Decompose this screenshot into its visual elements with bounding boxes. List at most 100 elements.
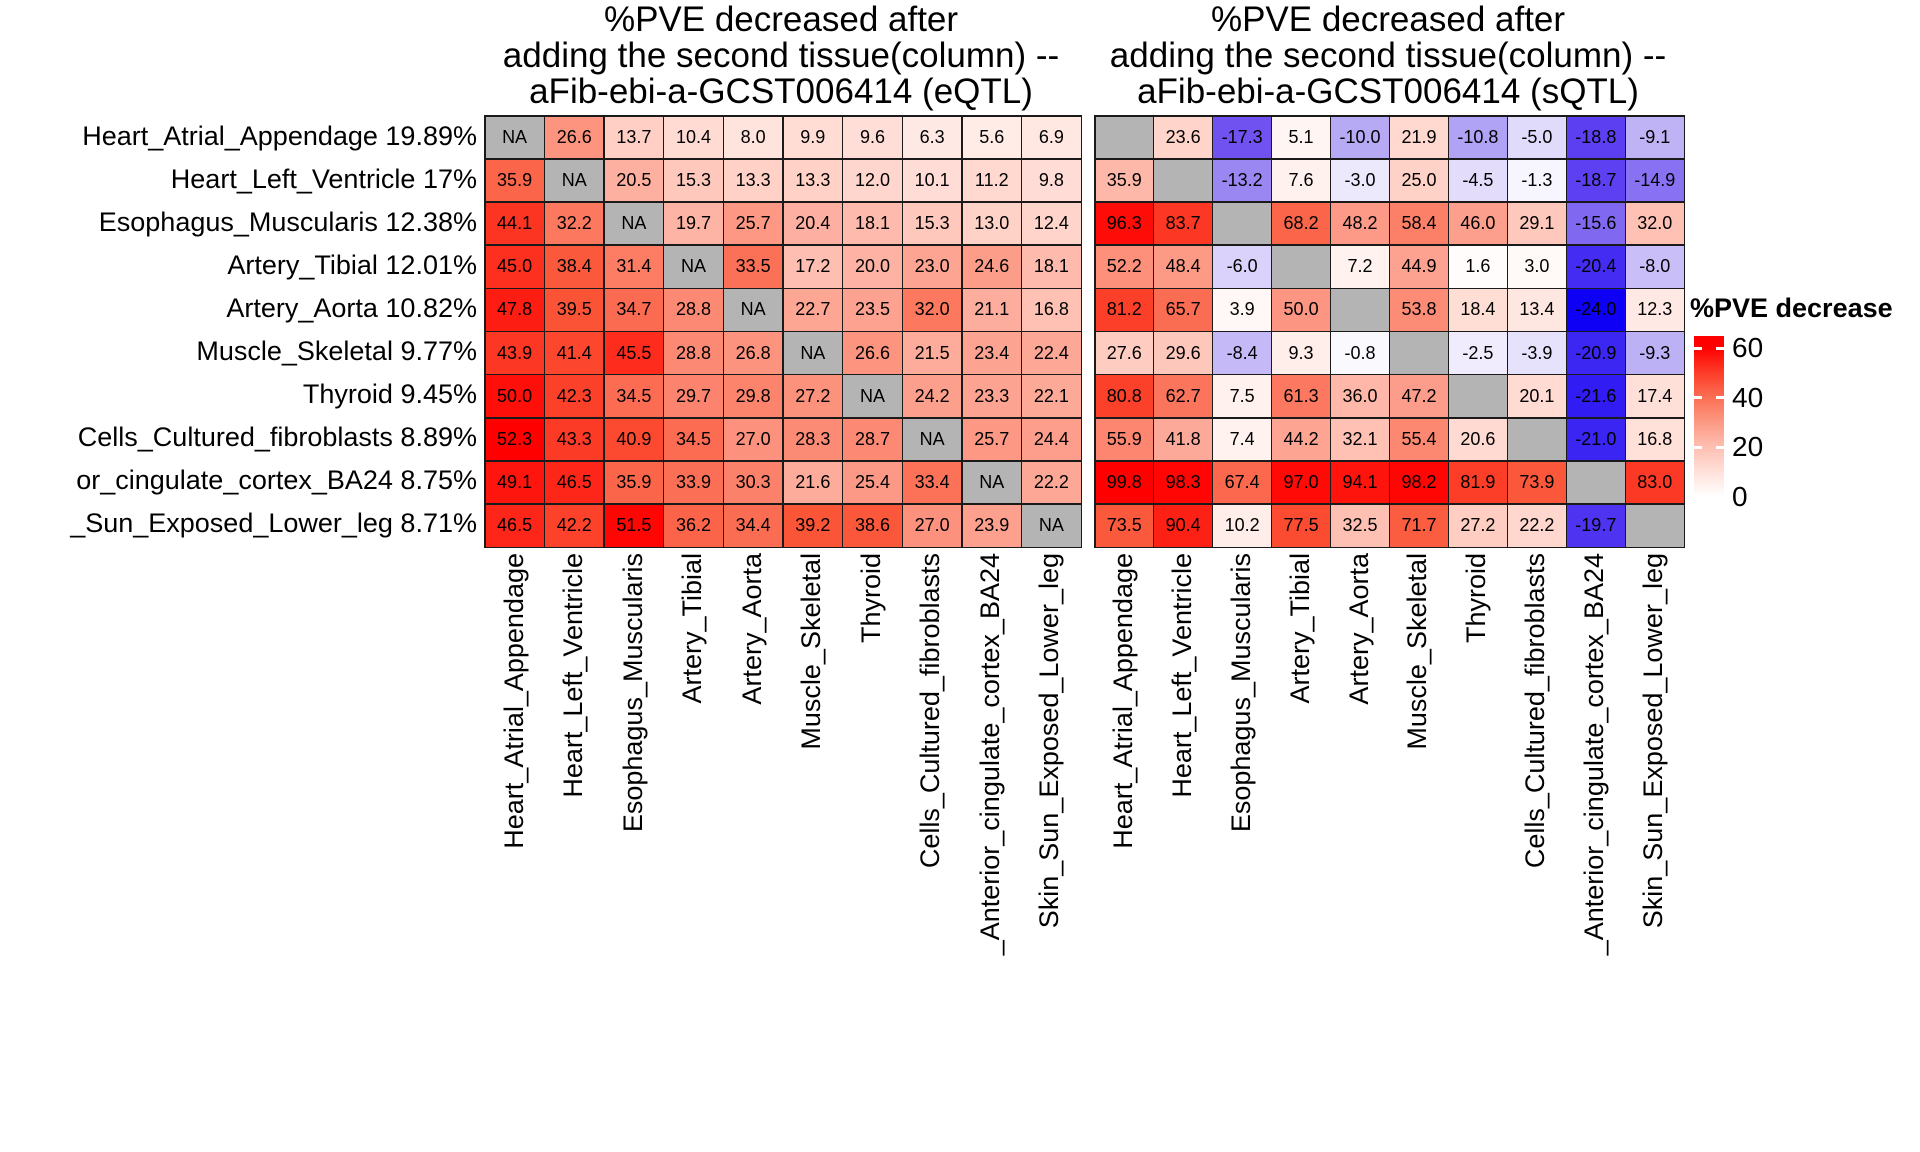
heatmap-cell: NA [545, 159, 604, 202]
heatmap-cell: 7.4 [1213, 418, 1271, 461]
heatmap-cell: 38.6 [843, 504, 902, 547]
row-label: Heart_Left_Ventricle 17% [170, 164, 477, 194]
heatmap-cell: 65.7 [1154, 289, 1212, 331]
column-label: Artery_Aorta [1343, 553, 1374, 705]
heatmap-cell: 39.5 [545, 289, 604, 331]
legend-tick-mark [1694, 346, 1702, 350]
heatmap-cell: 51.5 [604, 504, 663, 547]
heatmap-cell: 67.4 [1213, 461, 1271, 504]
heatmap-cell: -18.7 [1567, 159, 1625, 202]
heatmap-cell: -8.4 [1213, 332, 1271, 374]
heatmap-cell [1508, 418, 1566, 461]
heatmap-cell [1626, 504, 1684, 547]
legend-tick-label: 40 [1732, 381, 1764, 413]
heatmap-cell: 13.4 [1508, 289, 1566, 331]
heatmap-cell: 43.3 [545, 418, 604, 461]
row-label: Artery_Aorta 10.82% [226, 293, 477, 323]
heatmap-cell [1154, 159, 1212, 202]
row-label: or_cingulate_cortex_BA24 8.75% [76, 465, 477, 495]
column-label: Skin_Sun_Exposed_Lower_leg [1034, 553, 1065, 929]
heatmap-cell: 9.6 [843, 116, 902, 159]
heatmap-cell: -24.0 [1567, 289, 1625, 331]
heatmap-cell: 58.4 [1390, 202, 1448, 245]
heatmap-cell: 28.8 [664, 332, 723, 374]
heatmap-cell: 1.6 [1449, 245, 1507, 288]
heatmap-cell: 48.2 [1331, 202, 1389, 245]
column-label: Heart_Atrial_Appendage [498, 553, 529, 849]
heatmap-cell: 40.9 [604, 418, 663, 461]
heatmap-cell: 36.0 [1331, 375, 1389, 418]
heatmap-cell [1213, 202, 1271, 245]
heatmap-cell: 49.1 [485, 461, 544, 504]
heatmap-cell: NA [664, 245, 723, 288]
heatmap-cell: 24.2 [903, 375, 962, 418]
heatmap-cell: 23.9 [962, 504, 1021, 547]
heatmap-cell: 46.5 [545, 461, 604, 504]
heatmap-cell: 22.2 [1508, 504, 1566, 547]
column-label: Artery_Aorta [736, 553, 767, 705]
legend-tick-label: 60 [1732, 332, 1764, 363]
heatmap-sqtl: 23.6 -17.3 5.1 -10.0 21.9 -10.8 -5.0 -18.8 -9.1 3… [1094, 115, 1685, 548]
heatmap-cell: 29.6 [1154, 332, 1212, 374]
heatmap-cell: 32.0 [903, 289, 962, 331]
heatmap-cell: 28.7 [843, 418, 902, 461]
heatmap-cell: 3.0 [1508, 245, 1566, 288]
heatmap-cell: 23.3 [962, 375, 1021, 418]
heatmap-cell: 77.5 [1272, 504, 1330, 547]
heatmap-cell: 25.4 [843, 461, 902, 504]
heatmap-cell: 61.3 [1272, 375, 1330, 418]
heatmap-cell: 10.2 [1213, 504, 1271, 547]
heatmap-cell: 12.0 [843, 159, 902, 202]
sqtl-title-line: adding the second tissue(column) -- [1109, 36, 1667, 75]
heatmap-cell: 97.0 [1272, 461, 1330, 504]
heatmap-cell: 27.0 [724, 418, 783, 461]
heatmap-cell: 46.0 [1449, 202, 1507, 245]
heatmap-cell: 26.8 [724, 332, 783, 374]
column-label: Cells_Cultured_fibroblasts [915, 553, 946, 869]
heatmap-cell: 17.2 [783, 245, 842, 288]
heatmap-cell: NA [1022, 504, 1081, 547]
heatmap-cell: 31.4 [604, 245, 663, 288]
heatmap-cell: 44.2 [1272, 418, 1330, 461]
heatmap-cell: 6.9 [1022, 116, 1081, 159]
heatmap-cell: 50.0 [1272, 289, 1330, 331]
heatmap-cell: -9.3 [1626, 332, 1684, 374]
heatmap-cell: -14.9 [1626, 159, 1684, 202]
heatmap-cell: 53.8 [1390, 289, 1448, 331]
heatmap-cell: 26.6 [843, 332, 902, 374]
heatmap-cell: -4.5 [1449, 159, 1507, 202]
heatmap-cell: 9.9 [783, 116, 842, 159]
heatmap-cell: 81.9 [1449, 461, 1507, 504]
eqtl-title-line: adding the second tissue(column) -- [502, 36, 1060, 75]
heatmap-cell: -6.0 [1213, 245, 1271, 288]
heatmap-cell: 45.0 [485, 245, 544, 288]
heatmap-cell: -10.0 [1331, 116, 1389, 159]
heatmap-cell: 22.2 [1022, 461, 1081, 504]
column-label: _Anterior_cingulate_cortex_BA24 [974, 553, 1005, 956]
heatmap-cell: 27.0 [903, 504, 962, 547]
heatmap-cell: 23.0 [903, 245, 962, 288]
heatmap-cell: 34.5 [604, 375, 663, 418]
heatmap-cell: -13.2 [1213, 159, 1271, 202]
heatmap-cell: 20.5 [604, 159, 663, 202]
heatmap-cell: 45.5 [604, 332, 663, 374]
heatmap-cell: 35.9 [1095, 159, 1153, 202]
heatmap-cell: 98.2 [1390, 461, 1448, 504]
sqtl-heatmap-title: %PVE decreased after adding the second t… [1008, 2, 1768, 110]
heatmap-cell: 18.1 [843, 202, 902, 245]
heatmap-cell: 68.2 [1272, 202, 1330, 245]
legend-tick-mark [1716, 346, 1724, 350]
heatmap-cell: 16.8 [1626, 418, 1684, 461]
heatmap-cell: 9.3 [1272, 332, 1330, 374]
heatmap-cell: 29.8 [724, 375, 783, 418]
heatmap-cell: 22.1 [1022, 375, 1081, 418]
column-label: Esophagus_Muscularis [617, 553, 648, 833]
heatmap-cell: 12.3 [1626, 289, 1684, 331]
heatmap-cell: 33.4 [903, 461, 962, 504]
heatmap-cell: 32.1 [1331, 418, 1389, 461]
heatmap-cell: 34.7 [604, 289, 663, 331]
legend-tick-label: 0 [1732, 481, 1748, 512]
heatmap-cell: 36.2 [664, 504, 723, 547]
heatmap-cell: 25.7 [962, 418, 1021, 461]
heatmap-cell: 23.6 [1154, 116, 1212, 159]
